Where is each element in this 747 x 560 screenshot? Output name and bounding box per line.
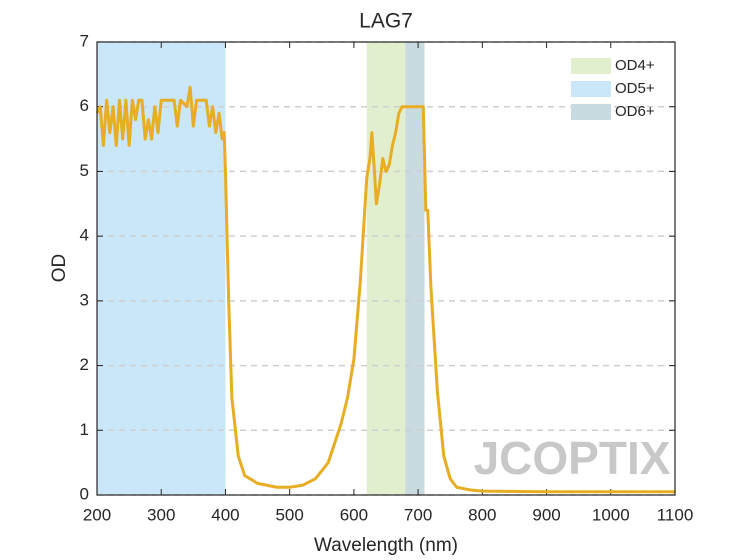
legend-label: OD4+ — [615, 57, 655, 74]
y-tick-label: 5 — [80, 161, 89, 180]
y-tick-label: 0 — [80, 484, 89, 503]
x-tick-label: 300 — [147, 505, 175, 524]
y-tick-label: 2 — [80, 355, 89, 374]
x-tick-label: 800 — [468, 505, 496, 524]
y-tick-label: 7 — [80, 31, 89, 50]
y-tick-label: 1 — [80, 420, 89, 439]
x-tick-label: 400 — [211, 505, 239, 524]
x-axis-label: Wavelength (nm) — [314, 535, 458, 556]
x-tick-label: 600 — [340, 505, 368, 524]
legend-swatch — [571, 81, 611, 97]
legend-swatch — [571, 104, 611, 120]
x-tick-label: 1100 — [657, 505, 694, 524]
x-tick-label: 500 — [275, 505, 303, 524]
y-tick-label: 3 — [80, 290, 89, 309]
legend-label: OD6+ — [615, 103, 655, 120]
axes-box — [96, 41, 676, 496]
od-line — [95, 85, 675, 494]
chart-title: LAG7 — [359, 10, 413, 33]
x-tick-label: 700 — [404, 505, 432, 524]
legend-swatch — [571, 58, 611, 74]
x-tick-label: 900 — [532, 505, 560, 524]
y-tick-label: 6 — [80, 96, 89, 115]
od-band — [405, 42, 425, 495]
x-tick-label: 200 — [83, 505, 111, 524]
y-axis-label: OD — [49, 254, 70, 283]
y-tick-label: 4 — [80, 226, 89, 245]
watermark: JCOPTIX — [474, 432, 671, 484]
x-tick-label: 1000 — [592, 505, 630, 524]
legend-label: OD5+ — [615, 80, 655, 97]
